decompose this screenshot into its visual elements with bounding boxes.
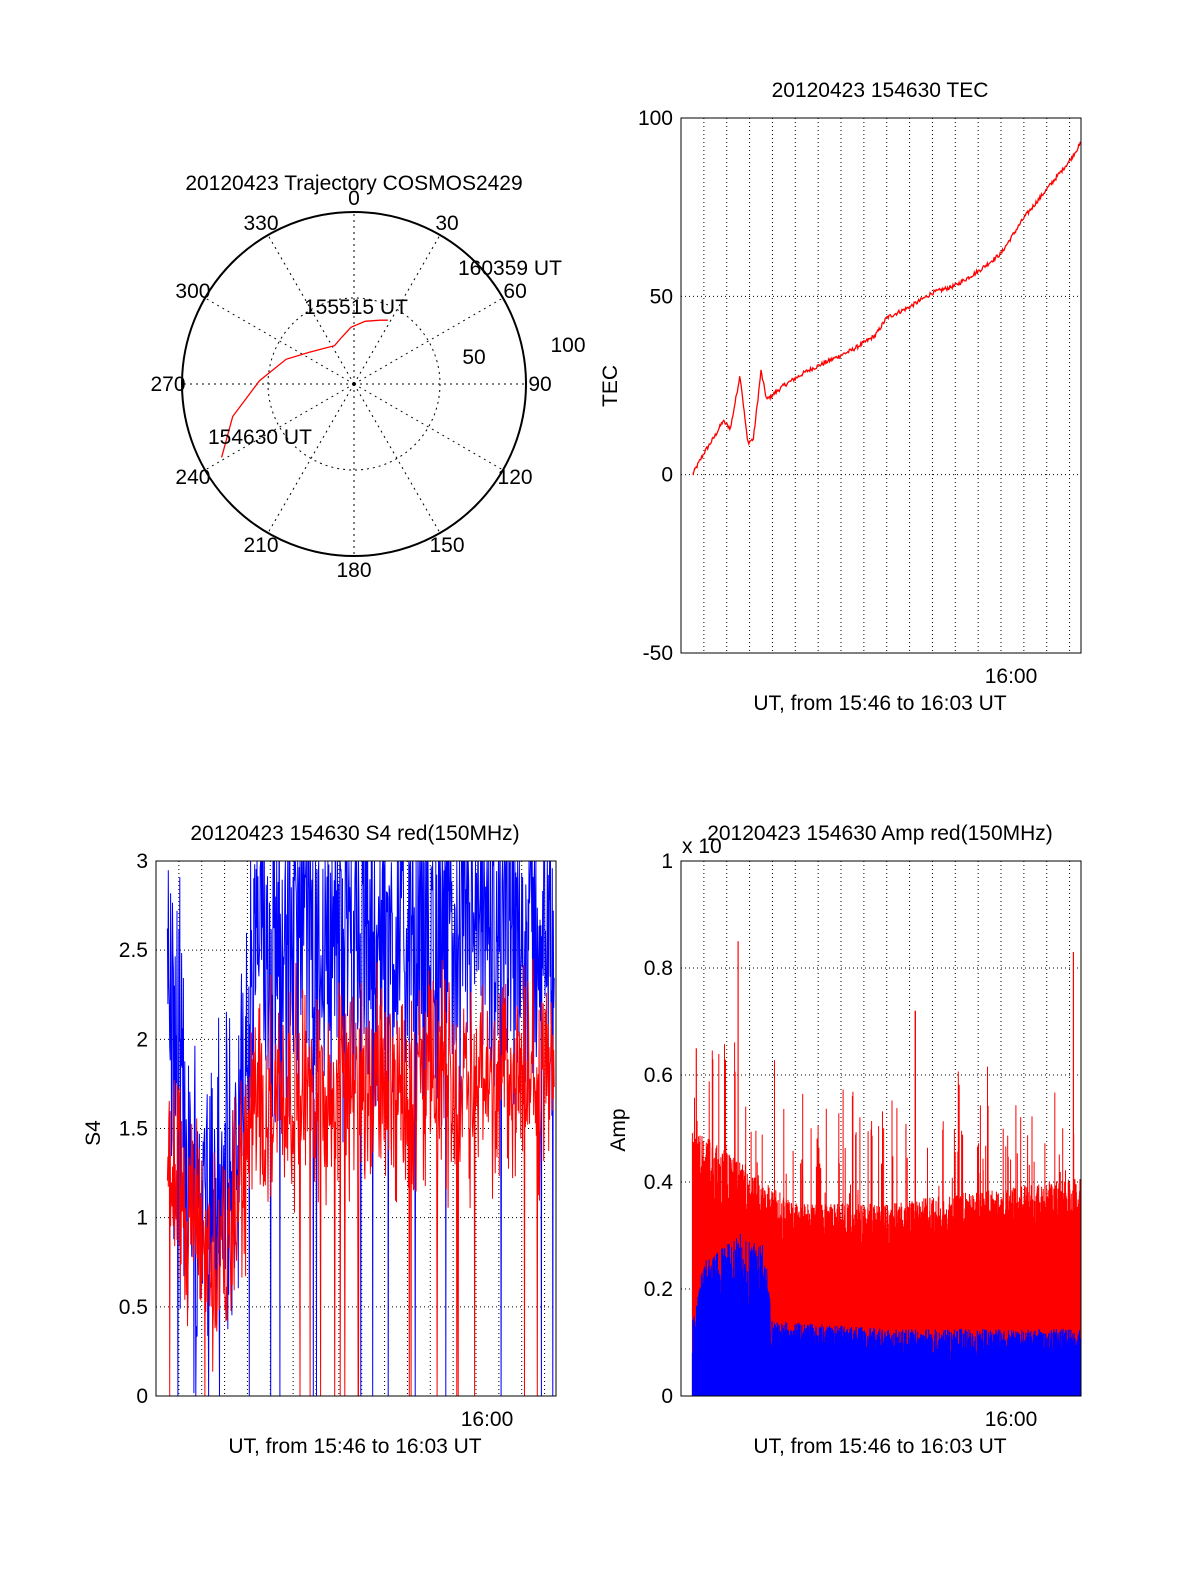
trajectory-start-label: 154630 UT xyxy=(208,426,312,449)
s4-xtick-label: 16:00 xyxy=(461,1408,514,1431)
polar-spoke xyxy=(353,297,504,385)
polar-angle-label: 330 xyxy=(243,212,278,235)
amp-blue-series xyxy=(691,1234,1081,1396)
tec-grid xyxy=(681,118,1081,653)
polar-spoke xyxy=(204,297,355,385)
polar-radius-label-100: 100 xyxy=(550,334,585,357)
y-tick-label: 3 xyxy=(136,850,148,873)
polar-spoke xyxy=(353,234,441,385)
tec-series-line xyxy=(692,141,1082,475)
y-tick-label: 100 xyxy=(638,107,673,130)
y-tick-label: 1 xyxy=(136,1207,148,1230)
amp-title: 20120423 154630 Amp red(150MHz) xyxy=(707,822,1053,845)
tec-plot-frame xyxy=(680,117,1082,654)
tec-ylabel: TEC xyxy=(599,365,622,407)
polar-grid xyxy=(181,211,527,557)
polar-angle-label: 210 xyxy=(243,534,278,557)
y-tick-label: 2.5 xyxy=(119,939,148,962)
amp-ylabel: Amp xyxy=(607,1108,630,1151)
polar-spoke xyxy=(353,383,441,534)
polar-angle-label: 150 xyxy=(429,534,464,557)
tec-xtick-label: 16:00 xyxy=(985,665,1038,688)
y-tick-label: 0 xyxy=(661,1385,673,1408)
trajectory-title: 20120423 Trajectory COSMOS2429 xyxy=(185,172,522,195)
s4-plot-frame xyxy=(155,860,557,1397)
s4-yticks: 0 0.5 1 1.5 2 2.5 3 xyxy=(119,850,148,1408)
polar-radius-label-50: 50 xyxy=(462,346,485,369)
y-tick-label: 0.4 xyxy=(644,1171,674,1194)
y-tick-label: 1 xyxy=(661,850,673,873)
polar-angle-label: 30 xyxy=(435,212,458,235)
polar-spoke xyxy=(267,234,355,385)
y-tick-label: 0 xyxy=(136,1385,148,1408)
y-tick-label: 1.5 xyxy=(119,1118,148,1141)
polar-spoke xyxy=(204,383,355,471)
trajectory-mid-label: 155515 UT xyxy=(304,296,408,319)
y-tick-label: -50 xyxy=(643,642,673,665)
polar-angle-label: 0 xyxy=(348,187,360,210)
tec-panel: 20120423 154630 TEC -50 0 50 100 16:00 UT, … xyxy=(599,79,1082,715)
polar-angle-label: 240 xyxy=(175,466,210,489)
y-tick-label: 0.5 xyxy=(119,1296,148,1319)
trajectory-end-label: 160359 UT xyxy=(458,257,562,280)
tec-title: 20120423 154630 TEC xyxy=(772,79,989,102)
y-tick-label: 0.2 xyxy=(644,1278,673,1301)
amp-multiplier: x 10 xyxy=(682,835,722,858)
y-tick-label: 0.6 xyxy=(644,1064,673,1087)
polar-outer-circle xyxy=(181,211,527,557)
y-tick-label: 0 xyxy=(661,464,673,487)
polar-angle-label: 180 xyxy=(336,559,371,582)
y-tick-label: 2 xyxy=(136,1028,148,1051)
amp-panel: 20120423 154630 Amp red(150MHz) x 10 0 0.… xyxy=(607,822,1082,1458)
s4-panel: 20120423 154630 S4 red(150MHz) 0 0.5 1 1.5 2… xyxy=(82,822,557,1458)
tec-yticks: -50 0 50 100 xyxy=(638,107,673,665)
polar-angle-label: 270 xyxy=(150,373,185,396)
polar-spoke xyxy=(353,383,504,471)
amp-plot-frame xyxy=(680,860,1082,1397)
polar-angle-label: 90 xyxy=(528,373,551,396)
s4-title: 20120423 154630 S4 red(150MHz) xyxy=(190,822,519,845)
trajectory-line xyxy=(220,319,388,458)
s4-ylabel: S4 xyxy=(82,1120,105,1146)
amp-xtick-label: 16:00 xyxy=(985,1408,1038,1431)
s4-xlabel: UT, from 15:46 to 16:03 UT xyxy=(228,1435,481,1458)
y-tick-label: 0.8 xyxy=(644,957,673,980)
polar-angle-label: 120 xyxy=(498,466,533,489)
trajectory-panel: 20120423 Trajectory COSMOS2429 0 30 60 90 12… xyxy=(150,172,585,582)
polar-angle-label: 300 xyxy=(175,280,210,303)
amp-xlabel: UT, from 15:46 to 16:03 UT xyxy=(753,1435,1006,1458)
polar-angle-labels: 0 30 60 90 120 150 180 210 240 270 300 330 xyxy=(150,187,551,582)
s4-red-series xyxy=(166,958,555,1397)
amp-yticks: 0 0.2 0.4 0.6 0.8 1 xyxy=(644,850,674,1408)
y-tick-label: 50 xyxy=(650,285,673,308)
polar-spoke xyxy=(267,383,355,534)
polar-angle-label: 60 xyxy=(503,280,526,303)
tec-xlabel: UT, from 15:46 to 16:03 UT xyxy=(753,692,1006,715)
